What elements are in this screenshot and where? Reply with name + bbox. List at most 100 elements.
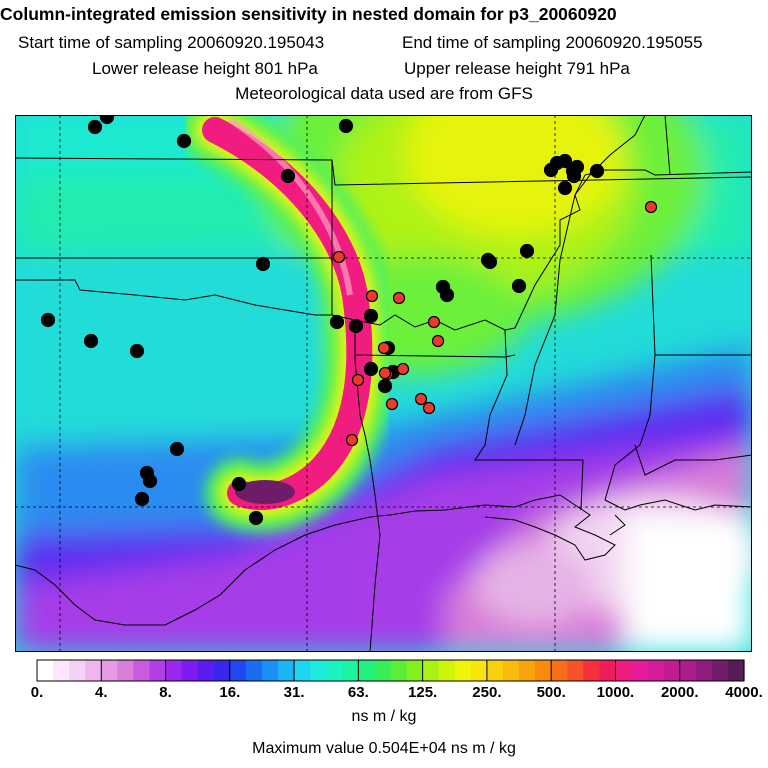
release-lower: Lower release height 801 hPa [92, 59, 318, 78]
colorbar-swatch [422, 660, 440, 681]
station-marker-red [644, 200, 658, 214]
colorbar-swatch [245, 660, 263, 681]
colorbar-swatch [294, 660, 311, 681]
station-marker-black [231, 476, 247, 492]
colorbar-tick-label: 1000. [596, 684, 635, 701]
maximum-value: Maximum value 0.504E+04 ns m / kg [252, 740, 516, 757]
colorbar-tick-label: 16. [219, 684, 241, 701]
station-marker-black [134, 491, 150, 507]
colorbar-swatch [358, 660, 376, 681]
colorbar-swatch [53, 660, 70, 681]
station-marker-black [169, 441, 185, 457]
map-title: Column-integrated emission sensitivity i… [0, 4, 617, 24]
colorbar-swatch [197, 660, 215, 681]
station-markers [40, 115, 658, 526]
station-marker-black [176, 133, 192, 149]
station-marker-black [87, 119, 103, 135]
colorbar [36, 659, 745, 682]
station-marker-black [348, 318, 364, 334]
colorbar-swatch [663, 660, 681, 681]
colorbar-tick-label: 0. [30, 684, 44, 701]
station-marker-black [557, 153, 573, 169]
colorbar-tick-label: 8. [159, 684, 172, 701]
colorbar-swatch [342, 660, 359, 681]
station-marker-black [83, 333, 99, 349]
colorbar-swatch [374, 660, 392, 681]
colorbar-swatch [310, 660, 327, 681]
station-marker-red [351, 373, 365, 387]
station-marker-red [431, 334, 445, 348]
colorbar-swatch [679, 660, 697, 681]
colorbar-swatch [117, 660, 135, 681]
colorbar-tick-label: 250. [472, 684, 502, 701]
colorbar-swatch [326, 660, 343, 681]
colorbar-swatch [486, 660, 504, 681]
station-marker-black [40, 312, 56, 328]
station-marker-red [377, 341, 391, 355]
station-marker-black [329, 314, 345, 330]
colorbar-swatch [278, 660, 295, 681]
sensitivity-contours [15, 115, 752, 652]
station-marker-black [566, 168, 582, 184]
colorbar-swatch [390, 660, 408, 681]
colorbar-swatch [149, 660, 167, 681]
emission-sensitivity-map [15, 115, 752, 652]
graticule [15, 115, 752, 652]
station-marker-red [385, 397, 399, 411]
station-marker-black [377, 378, 393, 394]
colorbar-swatch [695, 660, 713, 681]
station-marker-black [543, 162, 559, 178]
release-upper: Upper release height 791 hPa [404, 59, 630, 78]
colorbar-swatch [567, 660, 584, 681]
colorbar-tick-label: 31. [283, 684, 305, 701]
station-marker-red [332, 250, 346, 264]
station-marker-black [363, 361, 379, 377]
station-marker-black [557, 180, 573, 196]
colorbar-swatch [85, 660, 102, 681]
colorbar-swatch [470, 660, 488, 681]
sampling-end: End time of sampling 20060920.195055 [402, 33, 703, 52]
station-marker-black [129, 343, 145, 359]
station-marker-red [396, 362, 410, 376]
station-marker-black [519, 243, 535, 259]
sensitivity-maximum [235, 480, 295, 504]
colorbar-swatch [454, 660, 472, 681]
colorbar-swatch [165, 660, 183, 681]
colorbar-units: ns m / kg [351, 708, 417, 725]
colorbar-swatch [535, 660, 552, 681]
colorbar-tick-label: 2000. [660, 684, 699, 701]
station-marker-black [248, 510, 264, 526]
station-marker-black [338, 118, 354, 134]
colorbar-swatch [551, 660, 568, 681]
met-data-source: Meteorological data used are from GFS [235, 84, 533, 103]
station-marker-red [378, 366, 392, 380]
colorbar-swatch [101, 660, 118, 681]
colorbar-swatch [711, 660, 729, 681]
colorbar-swatch [615, 660, 633, 681]
sampling-start: Start time of sampling 20060920.195043 [18, 33, 325, 52]
colorbar-swatch [727, 660, 745, 681]
colorbar-swatch [502, 660, 520, 681]
colorbar-swatch [181, 660, 199, 681]
station-marker-black [482, 254, 498, 270]
station-marker-red [392, 291, 406, 305]
station-marker-black [255, 256, 271, 272]
station-marker-black [99, 115, 115, 125]
colorbar-tick-label: 125. [408, 684, 438, 701]
station-marker-red [365, 289, 379, 303]
colorbar-tick-label: 63. [347, 684, 369, 701]
colorbar-swatch [631, 660, 649, 681]
station-marker-black [363, 308, 379, 324]
station-marker-black [589, 163, 605, 179]
colorbar-swatch [438, 660, 456, 681]
colorbar-swatch [213, 660, 231, 681]
colorbar-swatch [133, 660, 151, 681]
colorbar-swatch [599, 660, 617, 681]
station-marker-black [511, 278, 527, 294]
colorbar-swatch [37, 660, 54, 681]
colorbar-tick-label: 4. [95, 684, 108, 701]
station-marker-black [439, 287, 455, 303]
station-marker-red [422, 401, 436, 415]
colorbar-swatch [261, 660, 279, 681]
colorbar-tick-label: 4000. [725, 684, 763, 701]
